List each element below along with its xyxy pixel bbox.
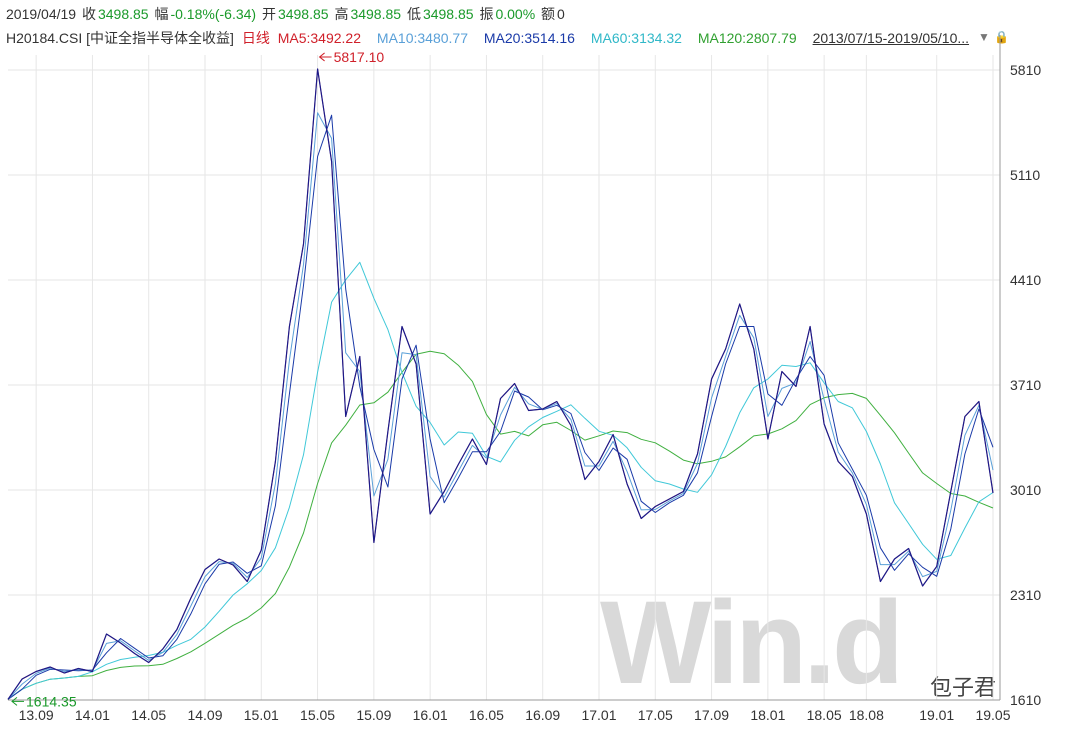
y-tick-label: 2310 <box>1010 587 1041 603</box>
ma5-line <box>7 68 994 700</box>
y-tick-label: 5110 <box>1010 167 1040 183</box>
x-tick-label: 14.01 <box>75 707 110 723</box>
x-tick-label: 15.01 <box>244 707 279 723</box>
period-label[interactable]: 日线 <box>241 30 270 46</box>
x-tick-label: 17.05 <box>638 707 673 723</box>
x-tick-label: 14.05 <box>131 707 166 723</box>
change-label: 幅 <box>154 6 169 22</box>
x-tick-label: 17.09 <box>694 707 729 723</box>
dropdown-arrow-icon[interactable]: ▼ <box>978 30 990 44</box>
y-tick-label: 5810 <box>1010 62 1041 78</box>
close-label: 收 <box>81 6 96 22</box>
x-tick-label: 18.01 <box>750 707 785 723</box>
x-tick-label: 15.05 <box>300 707 335 723</box>
amplitude-value: 0.00% <box>495 6 536 22</box>
x-tick-label: 14.09 <box>187 707 222 723</box>
y-tick-label: 1610 <box>1010 692 1041 708</box>
ma20-line <box>7 114 994 700</box>
x-tick-label: 18.05 <box>807 707 842 723</box>
indicator-legend: H20184.CSI [中证全指半导体全收益] 日线 MA5:3492.22 M… <box>6 28 1006 50</box>
min-annotation: 1614.35 <box>26 693 77 709</box>
ma60-line <box>7 261 994 700</box>
high-value: 3498.85 <box>350 6 402 22</box>
quote-date: 2019/04/19 <box>6 6 77 22</box>
close-value: 3498.85 <box>97 6 149 22</box>
amount-value: 0 <box>557 6 565 22</box>
watermark: Win.d <box>600 577 904 709</box>
y-tick-label: 3010 <box>1010 482 1041 498</box>
x-tick-label: 15.09 <box>356 707 391 723</box>
brand-label: 包子君 <box>930 676 997 701</box>
min-arrow-icon <box>11 697 24 706</box>
change-value: -0.18%(-6.34) <box>170 6 257 22</box>
x-tick-label: 16.01 <box>413 707 448 723</box>
open-value: 3498.85 <box>277 6 329 22</box>
x-tick-label: 18.08 <box>849 707 884 723</box>
high-label: 高 <box>334 6 349 22</box>
y-tick-label: 4410 <box>1010 272 1041 288</box>
open-label: 开 <box>261 6 276 22</box>
legend-ma120: MA120:2807.79 <box>697 30 797 46</box>
max-arrow-icon <box>318 52 332 62</box>
ma10-line <box>7 112 994 700</box>
x-tick-label: 13.09 <box>19 707 54 723</box>
legend-ma60: MA60:3134.32 <box>590 30 682 46</box>
x-tick-label: 16.09 <box>525 707 560 723</box>
low-label: 低 <box>406 6 421 22</box>
date-range-selector[interactable]: 2013/07/15-2019/05/10... <box>812 30 970 46</box>
x-tick-label: 19.05 <box>975 707 1010 723</box>
amount-label: 额 <box>541 6 556 22</box>
price-line <box>7 68 994 700</box>
low-value: 3498.85 <box>422 6 474 22</box>
x-tick-label: 16.05 <box>469 707 504 723</box>
amplitude-label: 振 <box>479 6 494 22</box>
x-tick-label: 19.01 <box>919 707 954 723</box>
x-tick-label: 17.01 <box>581 707 616 723</box>
legend-ma10: MA10:3480.77 <box>376 30 468 46</box>
quote-info-bar: 2019/04/19 收 3498.85 幅 -0.18%(-6.34) 开 3498… <box>6 4 1066 26</box>
lock-icon[interactable]: 🔒 <box>994 30 1009 44</box>
max-annotation: 5817.10 <box>334 49 385 65</box>
legend-ma20: MA20:3514.16 <box>483 30 575 46</box>
legend-ma5: MA5:3492.22 <box>277 30 362 46</box>
index-code: H20184.CSI [中证全指半导体全收益] <box>6 30 234 46</box>
ma120-line <box>7 350 994 700</box>
y-tick-label: 3710 <box>1010 377 1041 393</box>
